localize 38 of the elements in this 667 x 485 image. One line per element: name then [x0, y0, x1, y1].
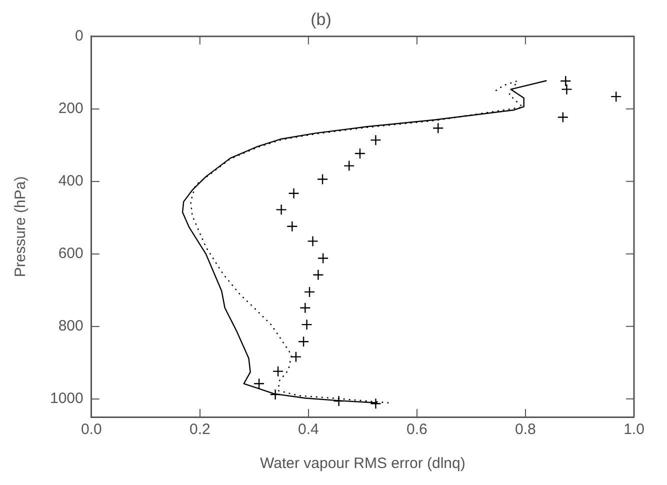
- point: [354, 148, 366, 160]
- y-tick-label: 400: [58, 172, 84, 190]
- point: [290, 351, 302, 362]
- point: [286, 220, 298, 232]
- x-tick-label: 1.0: [624, 421, 644, 438]
- point: [370, 134, 382, 146]
- point: [560, 75, 572, 87]
- y-axis-title: Pressure (hPa): [12, 176, 30, 278]
- x-axis-title: Water vapour RMS error (dlnq): [260, 455, 466, 472]
- x-tick-label: 0.2: [189, 421, 210, 438]
- point: [304, 286, 316, 298]
- point: [312, 269, 324, 281]
- point: [316, 174, 328, 185]
- x-tick-label: 0.8: [515, 421, 536, 438]
- x-tick-label: 0.0: [80, 421, 102, 438]
- point: [317, 252, 329, 264]
- point: [561, 84, 572, 95]
- y-tick-label: 600: [58, 245, 84, 262]
- y-tick-label: 200: [58, 100, 84, 118]
- point: [253, 378, 265, 390]
- point: [288, 188, 300, 199]
- point: [300, 302, 311, 314]
- point: [344, 160, 355, 172]
- point: [610, 90, 622, 102]
- point: [272, 366, 284, 377]
- y-tick-label: 0: [75, 28, 84, 45]
- point: [307, 236, 318, 247]
- x-tick-label: 0.4: [298, 421, 319, 438]
- point: [276, 204, 287, 216]
- point: [432, 122, 444, 134]
- point: [301, 318, 312, 330]
- point: [557, 112, 569, 123]
- x-tick-label: 0.6: [406, 421, 428, 438]
- point: [370, 398, 382, 410]
- chart-title: (b): [310, 10, 332, 29]
- point: [298, 336, 310, 348]
- y-tick-label: 1000: [50, 390, 84, 408]
- y-tick-label: 800: [58, 318, 84, 335]
